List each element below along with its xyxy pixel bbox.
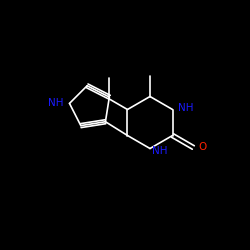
- Text: NH: NH: [152, 146, 168, 156]
- Text: NH: NH: [178, 102, 193, 113]
- Text: O: O: [198, 142, 206, 152]
- Text: NH: NH: [48, 98, 64, 108]
